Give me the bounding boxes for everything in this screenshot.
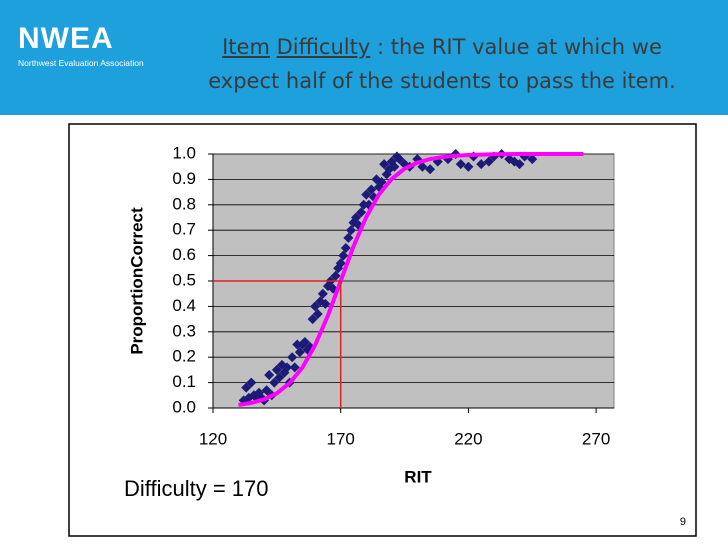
data-point	[389, 161, 400, 172]
data-point	[379, 159, 390, 170]
logo-name: NWEA	[18, 22, 114, 55]
data-point	[425, 164, 436, 175]
y-tick-label: 0.3	[172, 321, 196, 340]
page-number: 9	[680, 516, 686, 528]
data-point	[310, 301, 321, 312]
data-point	[338, 250, 349, 261]
data-point	[261, 385, 272, 396]
data-point	[394, 154, 405, 165]
data-point	[289, 362, 300, 373]
y-tick-label: 0.7	[172, 220, 196, 239]
x-tick-label: 120	[199, 429, 227, 448]
data-point	[455, 159, 466, 170]
y-tick-label: 0.8	[172, 194, 196, 213]
x-tick-label: 270	[582, 429, 610, 448]
data-point	[366, 184, 377, 195]
data-point	[527, 154, 538, 165]
y-axis-label: ProportionCorrect	[127, 207, 146, 355]
data-point	[376, 176, 387, 187]
data-point	[241, 382, 252, 393]
data-point	[274, 372, 285, 383]
title-segment: Difficulty	[276, 35, 371, 59]
logo-subtitle: Northwest Evaluation Association	[18, 58, 144, 68]
data-point	[335, 258, 346, 269]
y-tick-label: 0.2	[172, 347, 196, 366]
data-point	[320, 298, 331, 309]
data-point	[417, 161, 428, 172]
y-tick-label: 0.0	[172, 397, 196, 416]
data-point	[361, 189, 372, 200]
y-tick-label: 0.4	[172, 296, 196, 315]
data-point	[476, 159, 487, 170]
logo: NWEA Northwest Evaluation Association	[18, 22, 168, 68]
data-point	[292, 339, 303, 350]
data-point	[345, 225, 356, 236]
data-point	[294, 347, 305, 358]
data-point	[299, 336, 310, 347]
data-point	[282, 362, 293, 373]
data-point	[504, 154, 515, 165]
data-point	[271, 364, 282, 375]
slide-title: Item Difficulty : the RIT value at which…	[172, 30, 712, 98]
data-point	[356, 207, 367, 218]
data-point	[343, 232, 354, 243]
data-point	[269, 377, 280, 388]
data-point	[340, 242, 351, 253]
data-point	[358, 199, 369, 210]
x-axis-label: RIT	[404, 467, 432, 486]
data-point	[330, 270, 341, 281]
title-segment: Item	[222, 35, 270, 59]
title-segment: : the RIT value at which we	[376, 35, 662, 59]
data-point	[514, 159, 525, 170]
data-point	[246, 377, 257, 388]
data-point	[483, 156, 494, 167]
y-tick-label: 0.6	[172, 245, 196, 264]
y-tick-label: 1.0	[172, 143, 196, 162]
y-tick-label: 0.5	[172, 270, 196, 289]
y-tick-label: 0.9	[172, 169, 196, 188]
data-point	[317, 288, 328, 299]
y-tick-label: 0.1	[172, 372, 196, 391]
title-segment: expect half of the students to pass the …	[208, 69, 676, 93]
x-tick-label: 170	[327, 429, 355, 448]
fit-curve	[238, 152, 584, 407]
data-point	[264, 369, 275, 380]
data-point	[312, 309, 323, 320]
data-point	[287, 352, 298, 363]
annotation: Difficulty = 170	[124, 476, 269, 501]
banner	[0, 0, 728, 115]
data-point	[463, 161, 474, 172]
data-point	[307, 314, 318, 325]
data-point	[351, 212, 362, 223]
x-tick-label: 220	[454, 429, 482, 448]
